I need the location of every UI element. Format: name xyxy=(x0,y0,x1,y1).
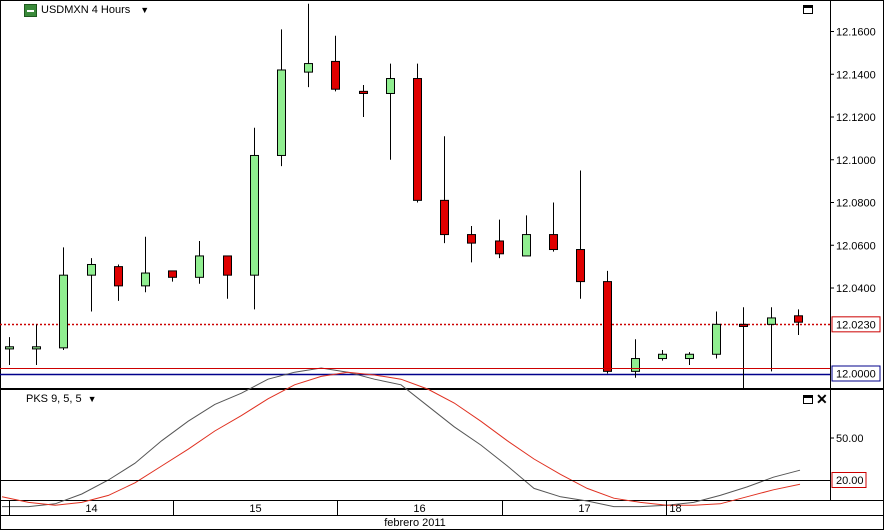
price-tick-label: 12.0230 xyxy=(836,319,876,331)
candle xyxy=(114,264,123,301)
candle xyxy=(794,309,803,336)
candle-body xyxy=(168,270,177,278)
price-tick-label: 12.1600 xyxy=(836,27,876,39)
day-tick-label: 15 xyxy=(249,503,261,515)
price-marker-box xyxy=(831,316,881,333)
candle-body xyxy=(658,353,667,360)
candle xyxy=(59,247,68,350)
indicator-title: PKS 9, 5, 5 xyxy=(26,393,82,405)
candle-body xyxy=(114,266,123,287)
candle xyxy=(359,84,368,117)
candle xyxy=(658,349,667,361)
indicator-marker-box xyxy=(831,472,867,488)
price-tick-label: 12.1200 xyxy=(836,112,876,124)
candle-body xyxy=(685,353,694,360)
candle-body xyxy=(603,281,612,372)
candle xyxy=(277,29,286,167)
candle xyxy=(32,324,41,365)
symbol-title: USDMXN 4 Hours xyxy=(41,4,131,16)
price-tick-label: 12.0000 xyxy=(836,369,876,381)
candle-body xyxy=(32,346,41,350)
candle-body xyxy=(794,315,803,323)
price-tick-label: 12.0800 xyxy=(836,198,876,210)
candle-body xyxy=(631,358,640,372)
candle-body xyxy=(576,249,585,283)
candle xyxy=(712,311,721,359)
candle xyxy=(304,3,313,88)
day-tick-label: 16 xyxy=(413,503,425,515)
instrument-icon xyxy=(24,3,37,17)
candle xyxy=(5,337,14,365)
candle xyxy=(767,307,776,372)
indicator-tick-label: 50.00 xyxy=(836,433,864,445)
price-tick-label: 12.1000 xyxy=(836,155,876,167)
candle-body xyxy=(739,323,748,327)
candle xyxy=(631,339,640,378)
candle-body xyxy=(141,272,150,287)
candle-body xyxy=(386,78,395,94)
day-tick-label: 14 xyxy=(85,503,97,515)
candle xyxy=(223,255,232,299)
candle-body xyxy=(87,263,96,276)
candle xyxy=(467,226,476,263)
candle xyxy=(685,352,694,365)
candle xyxy=(413,63,422,203)
price-tick-label: 12.0600 xyxy=(836,240,876,252)
candle-body xyxy=(223,255,232,276)
symbol-selector[interactable]: USDMXN 4 Hours ▼ xyxy=(24,2,149,18)
candle-body xyxy=(359,90,368,94)
candle-body xyxy=(767,317,776,325)
candle xyxy=(739,307,748,389)
candle-body xyxy=(413,78,422,201)
maximize-indicator-pane-icon[interactable] xyxy=(803,395,813,404)
maximize-price-pane-icon[interactable] xyxy=(803,5,813,14)
candle xyxy=(549,202,558,252)
month-caption: febrero 2011 xyxy=(384,517,446,529)
candle-body xyxy=(495,240,504,255)
candle xyxy=(141,236,150,293)
price-tick-label: 12.1400 xyxy=(836,69,876,81)
day-tick-label: 17 xyxy=(578,503,590,515)
candle-body xyxy=(712,323,721,355)
indicator-tick-label: 20.00 xyxy=(836,475,864,487)
candle-body xyxy=(5,346,14,350)
chevron-down-icon[interactable]: ▼ xyxy=(87,394,97,404)
candle-body xyxy=(522,234,531,257)
candle xyxy=(522,215,531,257)
candle-body xyxy=(304,63,313,73)
candle-body xyxy=(195,255,204,278)
chevron-down-icon[interactable]: ▼ xyxy=(140,5,150,15)
candle xyxy=(386,63,395,160)
candle xyxy=(576,170,585,299)
candle xyxy=(87,258,96,312)
candle xyxy=(440,136,449,244)
day-tick-label: 18 xyxy=(669,503,681,515)
candle xyxy=(195,240,204,284)
price-tick-label: 12.0400 xyxy=(836,283,876,295)
indicator-selector[interactable]: PKS 9, 5, 5 ▼ xyxy=(26,393,97,405)
candle-body xyxy=(331,60,340,90)
price-marker-box xyxy=(831,365,881,382)
candle-body xyxy=(467,234,476,244)
candle xyxy=(495,219,504,259)
candle-body xyxy=(277,69,286,156)
candle xyxy=(168,270,177,282)
close-icon[interactable]: ✕ xyxy=(816,391,828,407)
candle xyxy=(603,270,612,374)
candle-body xyxy=(549,234,558,251)
candle-body xyxy=(440,199,449,236)
candle-body xyxy=(250,154,259,276)
candle xyxy=(331,35,340,92)
candle xyxy=(250,127,259,310)
candle-body xyxy=(59,274,68,349)
